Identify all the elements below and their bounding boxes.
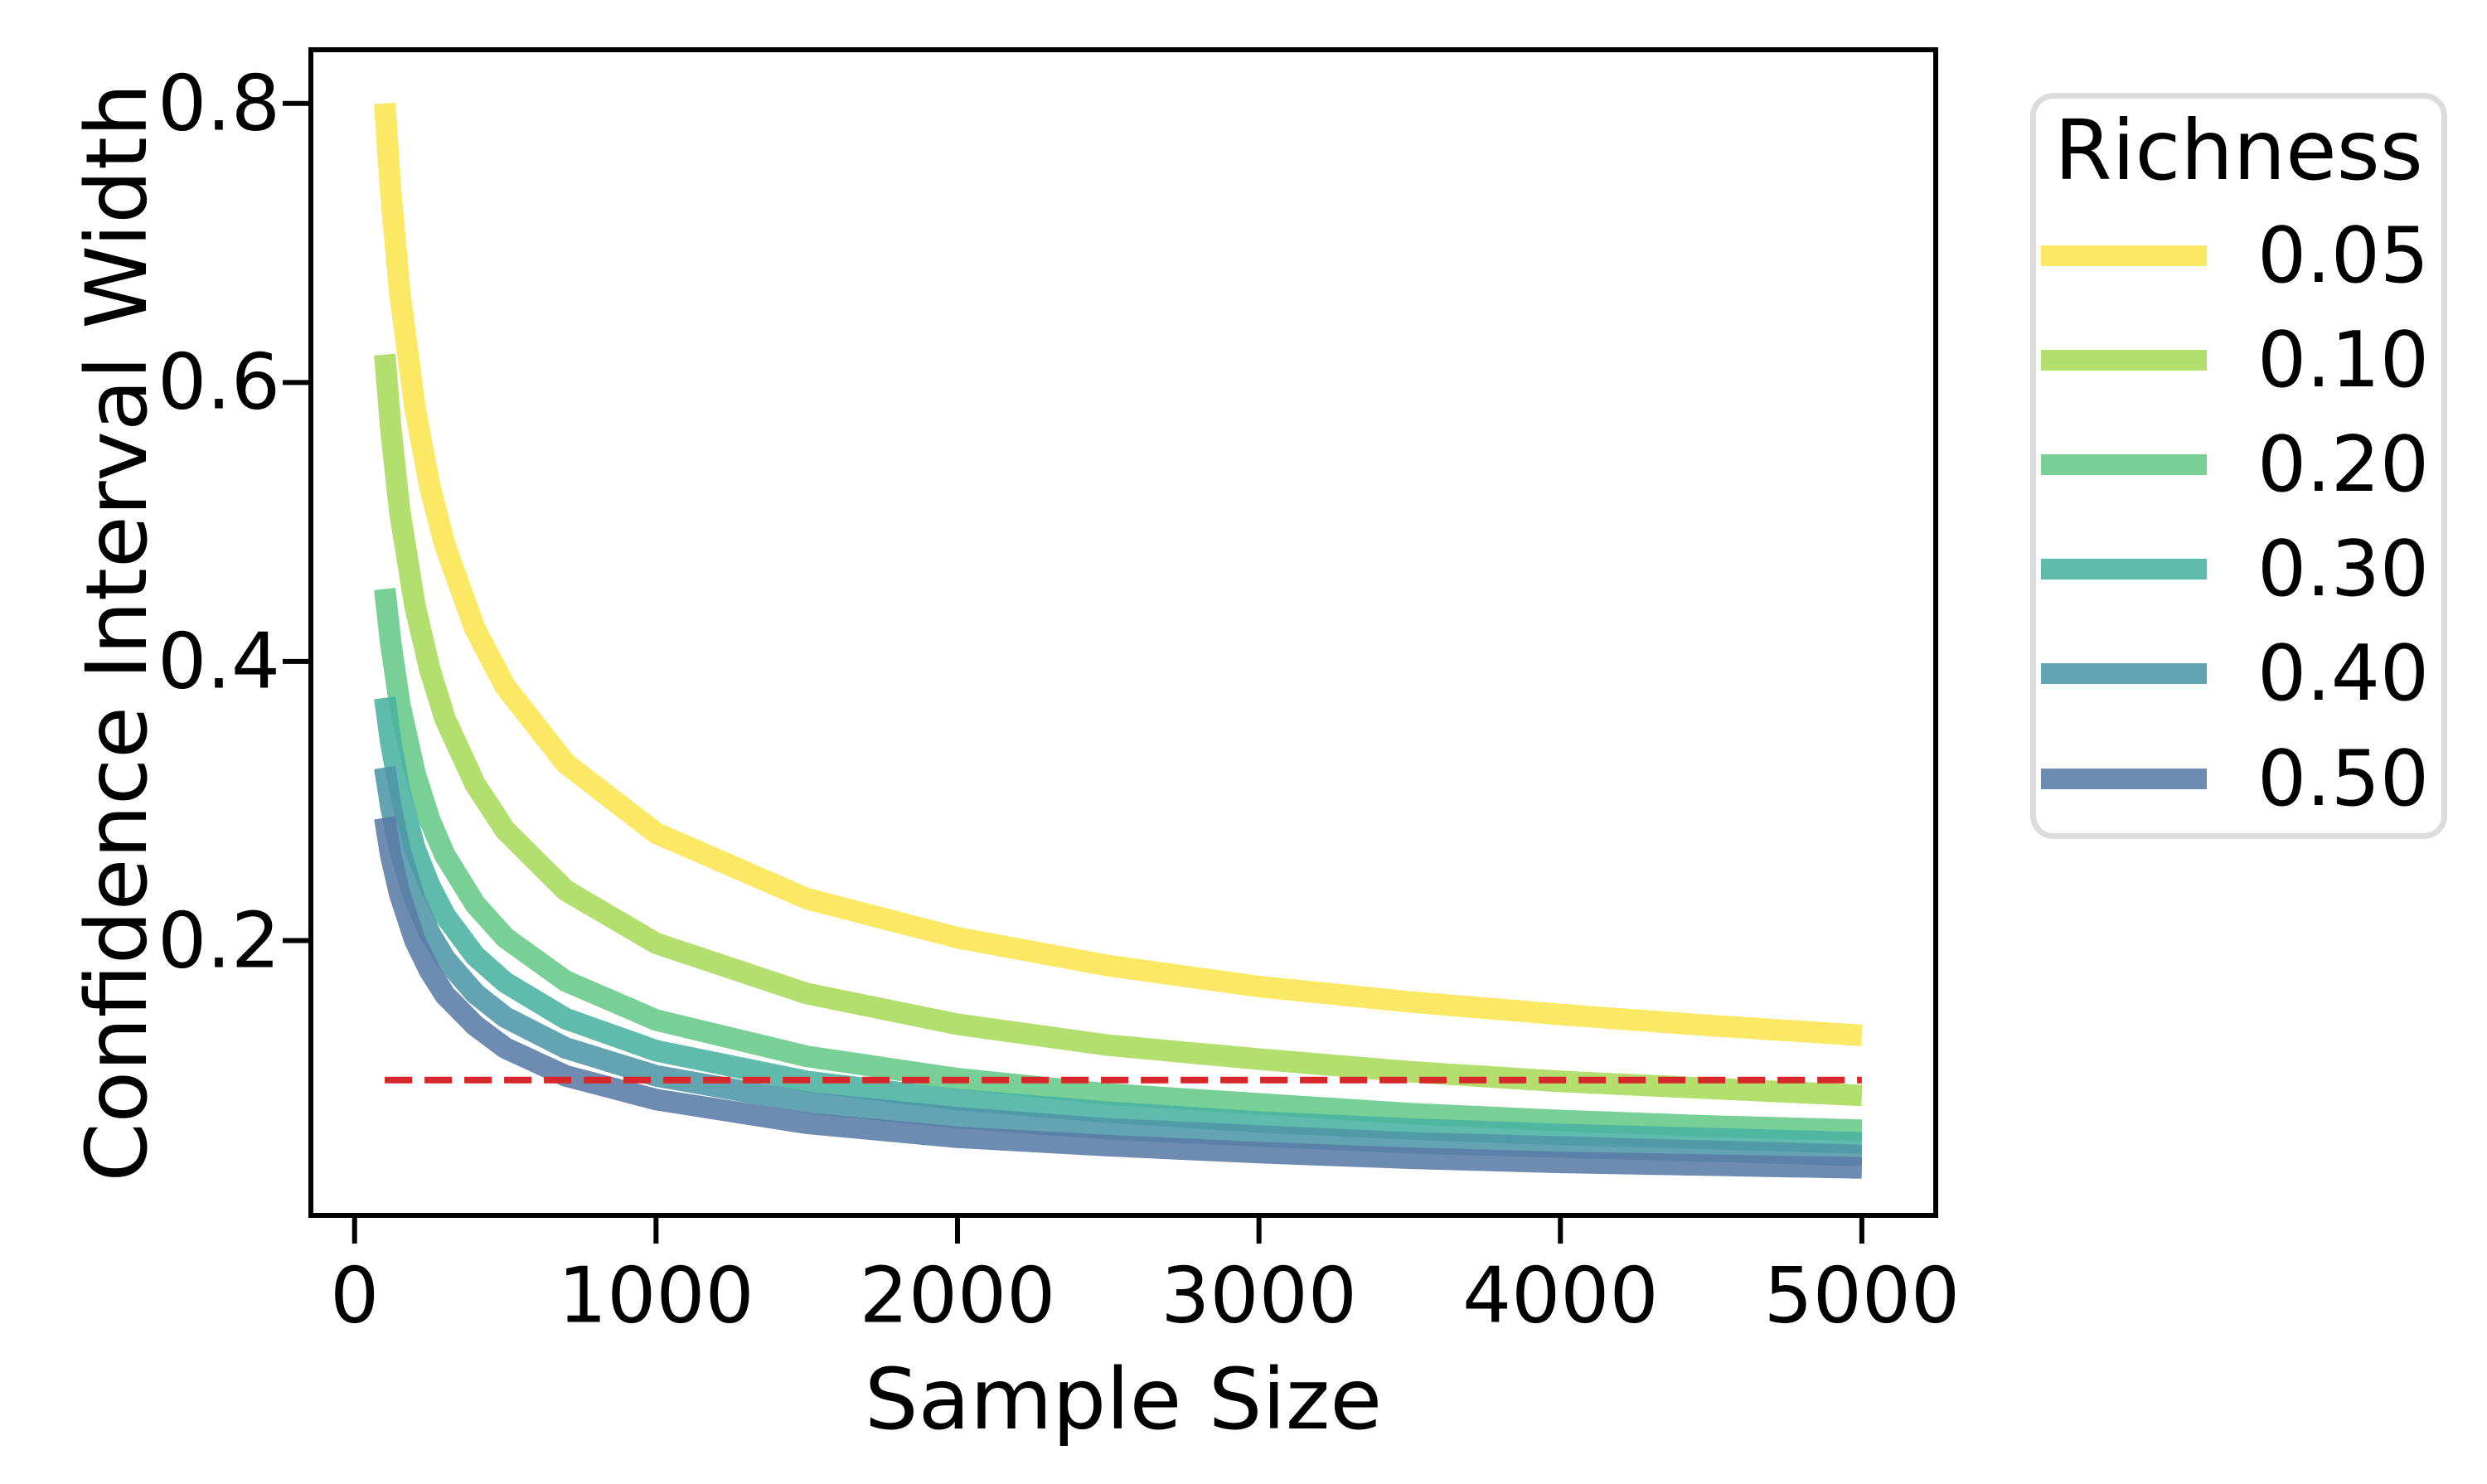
- legend-entry: 0.05: [2036, 203, 2441, 308]
- plot-spines: [308, 47, 1938, 1218]
- legend-entry-label: 0.40: [2257, 628, 2430, 718]
- x-tick-label: 5000: [1763, 1250, 1961, 1341]
- legend-entry-label: 0.50: [2257, 733, 2430, 823]
- legend-entry: 0.10: [2036, 308, 2441, 412]
- y-tick-label: 0.2: [158, 895, 280, 985]
- legend: Richness 0.05 0.10 0.20 0.30 0.40 0.50: [2030, 93, 2447, 839]
- legend-swatch-0.30: [2041, 558, 2207, 580]
- legend-swatch-0.50: [2041, 768, 2207, 789]
- series-line-0.20: [374, 587, 1863, 1142]
- legend-entry-label: 0.30: [2257, 523, 2430, 613]
- legend-swatch-0.20: [2041, 453, 2207, 475]
- x-tick-label: 3000: [1161, 1250, 1357, 1341]
- series-line-0.10: [374, 353, 1863, 1107]
- y-tick-label: 0.6: [158, 337, 280, 427]
- legend-entry: 0.20: [2036, 412, 2441, 516]
- legend-entry-label: 0.05: [2257, 210, 2430, 300]
- legend-entry: 0.40: [2036, 621, 2441, 725]
- x-tick-label: 4000: [1462, 1250, 1659, 1341]
- legend-swatch-0.05: [2041, 245, 2207, 266]
- x-tick-label: 0: [330, 1250, 380, 1341]
- y-tick-label: 0.8: [158, 58, 280, 148]
- x-tick-label: 1000: [558, 1250, 754, 1341]
- legend-entry-label: 0.10: [2257, 314, 2430, 405]
- legend-swatch-0.10: [2041, 349, 2207, 371]
- series-line-0.40: [374, 765, 1863, 1166]
- legend-title: Richness: [2054, 102, 2423, 199]
- legend-swatch-0.40: [2041, 662, 2207, 684]
- series-line-0.30: [374, 696, 1863, 1154]
- series-line-0.05: [374, 102, 1863, 1046]
- legend-entry-label: 0.20: [2257, 419, 2430, 509]
- y-axis-label: Confidence Interval Width: [68, 83, 167, 1182]
- x-axis-label: Sample Size: [864, 1351, 1383, 1449]
- legend-entry: 0.50: [2036, 726, 2441, 831]
- legend-entry: 0.30: [2036, 516, 2441, 621]
- y-tick-label: 0.4: [158, 616, 280, 706]
- series-line-0.50: [374, 816, 1863, 1179]
- x-tick-label: 2000: [859, 1250, 1056, 1341]
